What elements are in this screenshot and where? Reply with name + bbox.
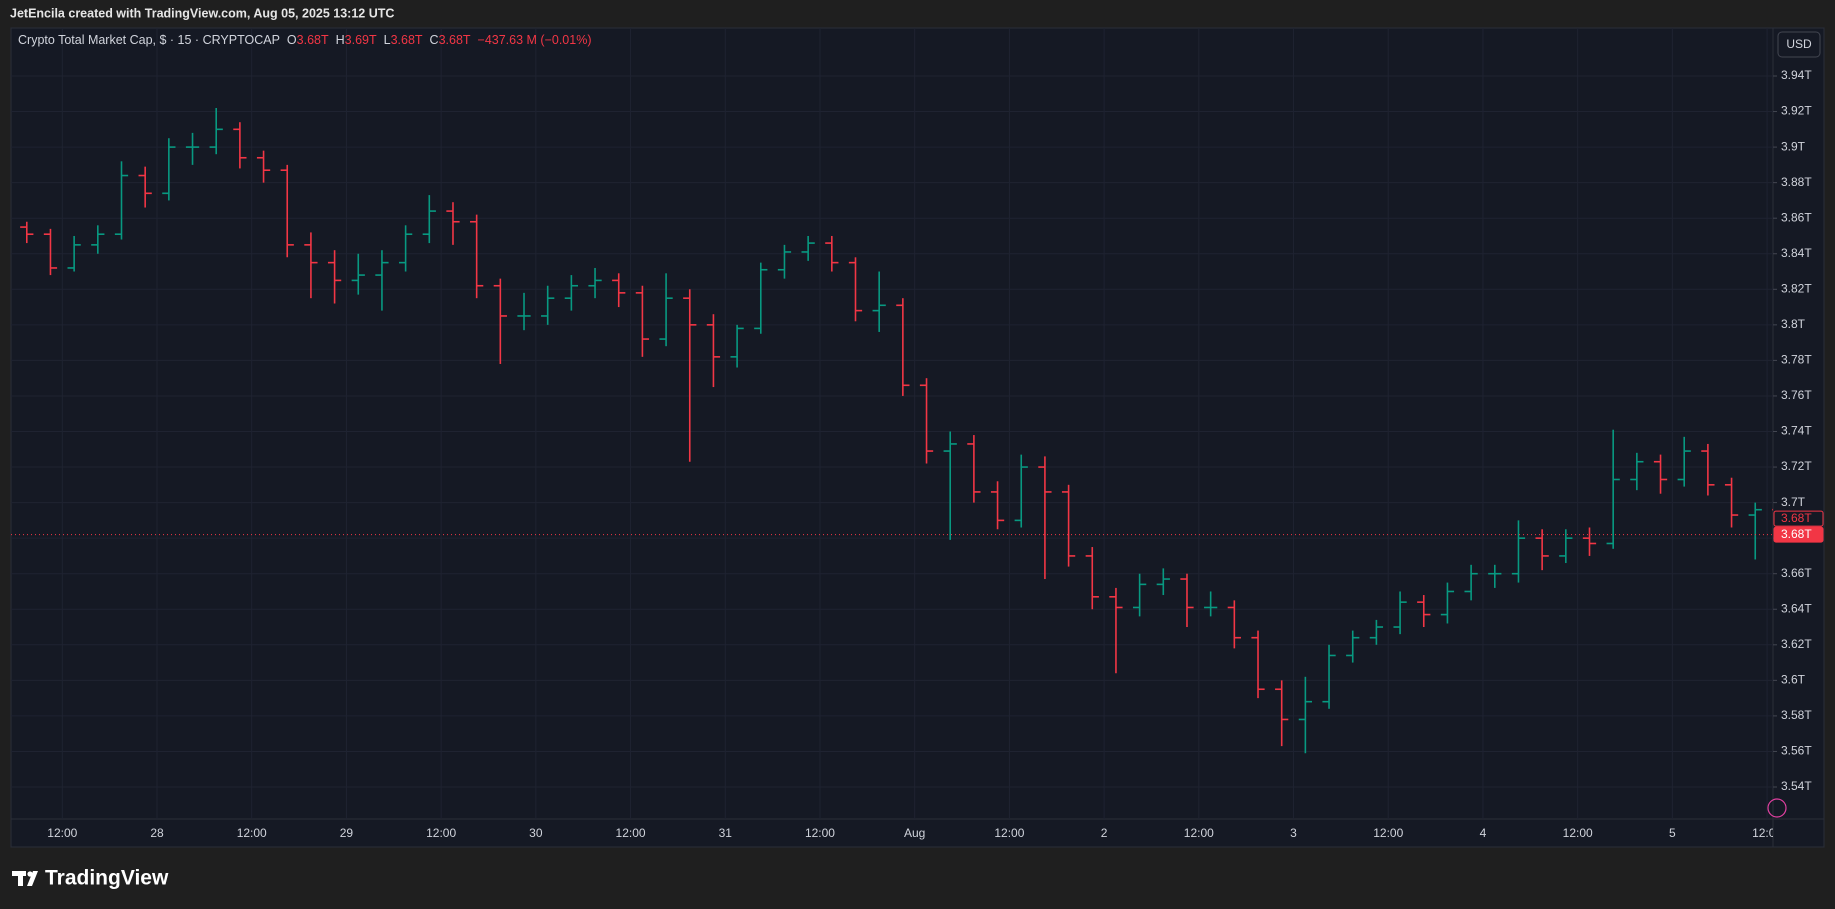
x-tick-label: 28 xyxy=(150,826,164,840)
x-tick-label: 12:00 xyxy=(1184,826,1214,840)
y-tick-label: 3.56T xyxy=(1781,744,1812,758)
y-tick-label: 3.6T xyxy=(1781,673,1806,687)
x-tick-label: 4 xyxy=(1480,826,1487,840)
legend-label: L xyxy=(383,33,391,47)
y-tick-label: 3.64T xyxy=(1781,601,1812,615)
x-tick-label: 12:00 xyxy=(47,826,77,840)
logo-icon xyxy=(12,871,38,886)
y-tick-label: 3.88T xyxy=(1781,175,1812,189)
legend-label: O xyxy=(286,33,297,47)
price-marker-box xyxy=(1773,510,1824,527)
legend: Crypto Total Market Cap, $ · 15 · CRYPTO… xyxy=(18,33,592,47)
legend-change: −437.63 M (−0.01%) xyxy=(477,33,592,47)
x-tick-label: 12:00 xyxy=(994,826,1024,840)
corner-icon[interactable] xyxy=(1767,798,1787,818)
x-tick-label: 29 xyxy=(340,826,354,840)
x-tick-label: 12:00 xyxy=(616,826,646,840)
y-tick-label: 3.86T xyxy=(1781,210,1812,224)
y-tick-label: 3.58T xyxy=(1781,708,1812,722)
legend-value: 3.68T xyxy=(390,33,423,47)
x-tick-label: 30 xyxy=(529,826,543,840)
grid xyxy=(11,28,1773,819)
x-tick-label: 12:00 xyxy=(805,826,835,840)
x-tick-label: 5 xyxy=(1669,826,1676,840)
x-tick-label: 2 xyxy=(1101,826,1108,840)
y-tick-label: 3.9T xyxy=(1781,139,1806,153)
y-tick-label: 3.8T xyxy=(1781,317,1806,331)
y-tick-label: 3.74T xyxy=(1781,424,1812,438)
x-tick-label: 12:00 xyxy=(1563,826,1593,840)
y-tick-label: 3.62T xyxy=(1781,637,1812,651)
price-axis: 3.54T 3.56T 3.58T 3.6T 3.62T 3.64T 3.66T 3.68T 3… xyxy=(1773,68,1812,793)
legend-value: 3.68T xyxy=(438,33,471,47)
price-marker-label: 3.68T xyxy=(1781,511,1812,525)
y-tick-label: 3.92T xyxy=(1781,104,1812,118)
legend-value: 3.68T xyxy=(296,33,329,47)
currency-label[interactable]: USD xyxy=(1786,37,1812,51)
currency-button[interactable] xyxy=(1777,31,1821,58)
y-tick-label: 3.76T xyxy=(1781,388,1812,402)
x-tick-label: 12:00 xyxy=(1373,826,1403,840)
y-tick-label: 3.82T xyxy=(1781,281,1812,295)
legend-label: C xyxy=(429,33,439,47)
price-markers: 3.68T 3.68T xyxy=(11,510,1824,543)
chart-frame xyxy=(10,27,1825,848)
legend-title: Crypto Total Market Cap, $ · 15 · CRYPTO… xyxy=(18,33,280,47)
x-tick-label: 3 xyxy=(1290,826,1297,840)
time-axis: 12:00 28 12:00 29 12:00 30 12:00 31 12:00 Aug 12:0… xyxy=(47,826,1782,840)
x-tick-label: 31 xyxy=(719,826,733,840)
y-tick-label: 3.54T xyxy=(1781,779,1812,793)
price-marker-label: 3.68T xyxy=(1781,527,1812,541)
header-text: JetEncila created with TradingView.com, … xyxy=(10,6,394,20)
x-tick-label: 12:00 xyxy=(426,826,456,840)
bars xyxy=(20,107,1773,754)
x-tick-label: 12:00 xyxy=(237,826,267,840)
y-tick-label: 3.7T xyxy=(1781,495,1806,509)
y-tick-label: 3.94T xyxy=(1781,68,1812,82)
y-tick-label: 3.84T xyxy=(1781,246,1812,260)
y-tick-label: 3.78T xyxy=(1781,353,1812,367)
x-tick-label: 12:00 xyxy=(1752,826,1782,840)
price-marker-box xyxy=(1773,526,1824,543)
legend-value: 3.69T xyxy=(344,33,377,47)
x-tick-label: Aug xyxy=(904,826,925,840)
y-tick-label: 3.66T xyxy=(1781,566,1812,580)
y-tick-label: 3.72T xyxy=(1781,459,1812,473)
legend-label: H xyxy=(335,33,345,47)
logo-text: TradingView xyxy=(45,867,169,890)
